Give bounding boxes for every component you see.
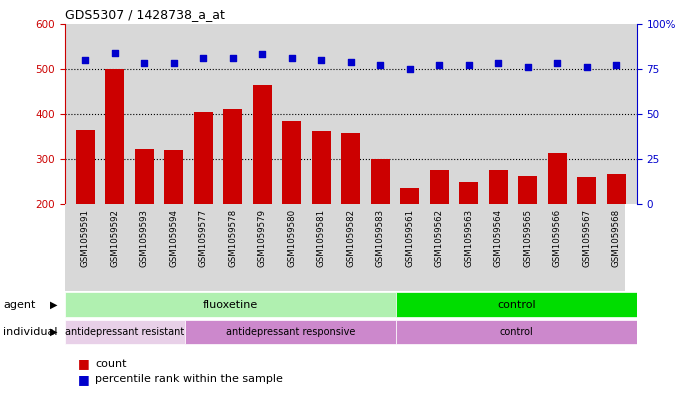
Point <box>286 55 297 61</box>
Bar <box>106 69 125 295</box>
Text: GSM1059580: GSM1059580 <box>287 209 296 267</box>
Point <box>405 66 415 72</box>
Text: GSM1059577: GSM1059577 <box>199 209 208 267</box>
Bar <box>396 320 637 344</box>
Point <box>345 59 356 65</box>
Text: GSM1059564: GSM1059564 <box>494 209 503 267</box>
Text: GSM1059562: GSM1059562 <box>434 209 444 267</box>
Point <box>492 60 503 66</box>
Bar <box>400 187 419 295</box>
Bar <box>65 320 185 344</box>
Point <box>552 60 563 66</box>
Bar <box>76 130 95 295</box>
Text: GSM1059566: GSM1059566 <box>552 209 562 267</box>
Text: GSM1059593: GSM1059593 <box>140 209 149 267</box>
Point <box>139 60 150 66</box>
Text: control: control <box>497 299 536 310</box>
Point <box>375 62 385 68</box>
Text: GSM1059565: GSM1059565 <box>523 209 532 267</box>
Text: GSM1059563: GSM1059563 <box>464 209 473 267</box>
Text: ▶: ▶ <box>50 299 58 310</box>
Point <box>522 64 533 70</box>
Text: antidepressant resistant: antidepressant resistant <box>65 327 185 337</box>
Text: count: count <box>95 358 127 369</box>
Point <box>110 50 121 56</box>
Bar <box>282 121 301 295</box>
Text: ■: ■ <box>78 357 90 370</box>
Bar <box>65 292 396 317</box>
Bar <box>185 320 396 344</box>
Text: control: control <box>499 327 533 337</box>
Text: GSM1059592: GSM1059592 <box>110 209 119 267</box>
Point <box>80 57 91 63</box>
Point <box>227 55 238 61</box>
Text: ■: ■ <box>78 373 90 386</box>
Text: agent: agent <box>3 299 36 310</box>
Bar <box>430 171 449 295</box>
Bar <box>396 292 637 317</box>
Bar <box>164 150 183 295</box>
Text: GSM1059568: GSM1059568 <box>612 209 620 267</box>
Text: individual: individual <box>3 327 58 337</box>
Text: GSM1059583: GSM1059583 <box>376 209 385 267</box>
Bar <box>548 153 567 295</box>
Text: percentile rank within the sample: percentile rank within the sample <box>95 374 283 384</box>
Bar <box>518 176 537 295</box>
Bar <box>312 131 331 295</box>
Text: GSM1059578: GSM1059578 <box>228 209 237 267</box>
Bar <box>135 149 154 295</box>
Point <box>316 57 327 63</box>
Bar <box>341 133 360 295</box>
Bar <box>253 86 272 295</box>
Text: GSM1059591: GSM1059591 <box>81 209 90 267</box>
Point <box>611 62 622 68</box>
Bar <box>459 182 478 295</box>
Bar <box>370 159 390 295</box>
Bar <box>488 171 508 295</box>
Point <box>581 64 592 70</box>
Text: GSM1059582: GSM1059582 <box>346 209 355 267</box>
Point <box>463 62 474 68</box>
Text: antidepressant responsive: antidepressant responsive <box>226 327 355 337</box>
Bar <box>607 174 626 295</box>
Point <box>434 62 445 68</box>
Text: ▶: ▶ <box>50 327 58 337</box>
Bar <box>577 177 596 295</box>
Text: GSM1059579: GSM1059579 <box>257 209 267 267</box>
Bar <box>193 112 213 295</box>
Point <box>198 55 209 61</box>
Bar <box>223 110 242 295</box>
Text: GSM1059567: GSM1059567 <box>582 209 591 267</box>
Text: GDS5307 / 1428738_a_at: GDS5307 / 1428738_a_at <box>65 8 225 21</box>
Text: GSM1059594: GSM1059594 <box>170 209 178 267</box>
Text: GSM1059581: GSM1059581 <box>317 209 326 267</box>
Text: fluoxetine: fluoxetine <box>203 299 258 310</box>
Point <box>168 60 179 66</box>
Text: GSM1059561: GSM1059561 <box>405 209 414 267</box>
Point <box>257 51 268 57</box>
